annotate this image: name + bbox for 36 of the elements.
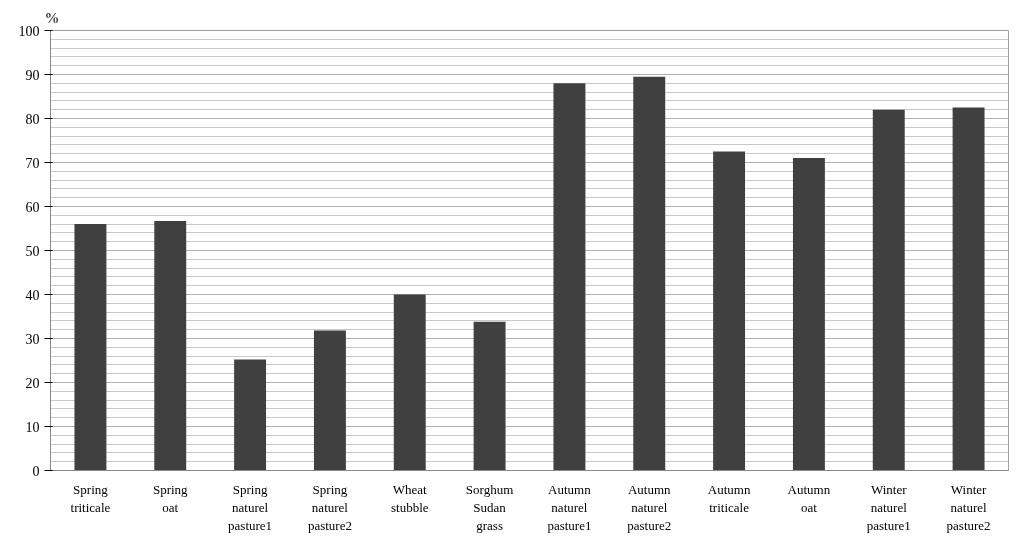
bar bbox=[952, 107, 985, 471]
bar bbox=[872, 109, 905, 471]
x-tick-label: Spring naturel pasture2 bbox=[307, 481, 352, 533]
bar bbox=[74, 224, 107, 471]
y-tick-label: 80 bbox=[25, 111, 40, 127]
y-tick-label: 20 bbox=[25, 375, 40, 391]
bar bbox=[234, 359, 267, 471]
y-tick-label: 60 bbox=[25, 199, 40, 215]
y-tick-label: 90 bbox=[25, 67, 40, 83]
x-tick-label: Spring triticale bbox=[70, 481, 111, 515]
y-tick-label: 30 bbox=[25, 331, 40, 347]
x-tick-label: Spring oat bbox=[152, 481, 189, 515]
y-tick-label: 50 bbox=[25, 243, 40, 259]
x-tick-label: Autumn triticale bbox=[707, 481, 751, 515]
x-tick-label: Spring naturel pasture1 bbox=[228, 481, 273, 533]
bar bbox=[473, 321, 506, 471]
bar bbox=[154, 221, 187, 471]
bar bbox=[713, 151, 746, 471]
bar bbox=[553, 83, 586, 471]
bar bbox=[393, 294, 426, 471]
x-tick-label: Autumn naturel pasture1 bbox=[547, 481, 592, 533]
x-tick-label: Winter naturel pasture2 bbox=[946, 481, 991, 533]
bar bbox=[633, 76, 666, 471]
y-tick-label: 100 bbox=[18, 23, 40, 39]
bar bbox=[313, 330, 346, 471]
x-tick-label: Sorghum Sudan grass bbox=[465, 481, 514, 533]
y-tick-label: 40 bbox=[25, 287, 40, 303]
y-tick-label: 70 bbox=[25, 155, 40, 171]
x-tick-label: Autumn oat bbox=[787, 481, 831, 515]
x-tick-label: Autumn naturel pasture2 bbox=[627, 481, 672, 533]
x-tick-label: Winter naturel pasture1 bbox=[866, 481, 911, 533]
y-tick-label: 0 bbox=[32, 463, 40, 479]
y-tick-label: 10 bbox=[25, 419, 40, 435]
x-tick-label: Wheat stubble bbox=[390, 481, 429, 515]
bar bbox=[792, 158, 825, 471]
y-axis-title: % bbox=[44, 9, 60, 26]
